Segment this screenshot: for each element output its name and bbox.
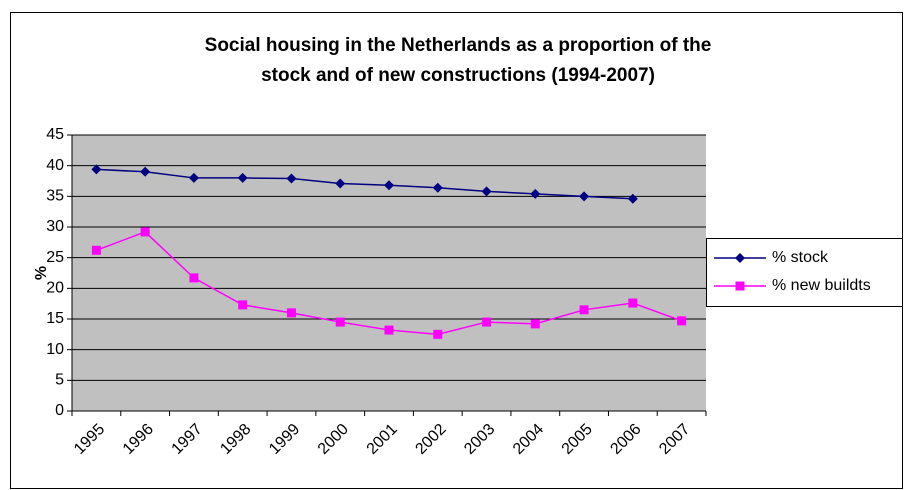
legend-label: % stock bbox=[772, 249, 829, 266]
marker bbox=[140, 166, 151, 177]
marker bbox=[91, 245, 101, 255]
marker bbox=[432, 182, 443, 193]
y-tick-label: 25 bbox=[46, 249, 64, 266]
y-tick-label: 35 bbox=[46, 188, 64, 205]
y-tick-label: 45 bbox=[46, 126, 64, 143]
legend bbox=[706, 238, 903, 307]
marker bbox=[530, 319, 540, 329]
marker bbox=[237, 172, 248, 183]
chart-title: stock and of new constructions (1994-200… bbox=[261, 65, 655, 86]
y-tick-label: 40 bbox=[46, 157, 64, 174]
marker bbox=[481, 186, 492, 197]
legend-label: % new buildts bbox=[772, 277, 871, 294]
y-tick-label: 30 bbox=[46, 218, 64, 235]
y-tick-label: 15 bbox=[46, 310, 64, 327]
y-axis-label: % bbox=[33, 266, 50, 280]
y-tick-label: 5 bbox=[55, 372, 64, 389]
marker bbox=[482, 317, 492, 327]
marker bbox=[286, 173, 297, 184]
y-tick-label: 20 bbox=[46, 280, 64, 297]
y-tick-label: 0 bbox=[55, 402, 64, 419]
marker bbox=[335, 178, 346, 189]
marker bbox=[579, 305, 589, 315]
marker bbox=[627, 193, 638, 204]
marker bbox=[286, 308, 296, 318]
chart-title: Social housing in the Netherlands as a p… bbox=[205, 35, 712, 56]
marker bbox=[530, 188, 541, 199]
marker bbox=[677, 316, 687, 326]
marker bbox=[335, 317, 345, 327]
marker bbox=[579, 191, 590, 202]
marker bbox=[735, 281, 745, 291]
marker bbox=[735, 253, 745, 263]
plot-area bbox=[72, 135, 706, 411]
marker bbox=[628, 298, 638, 308]
series-line bbox=[96, 168, 633, 200]
marker bbox=[238, 300, 248, 310]
y-tick-label: 10 bbox=[46, 341, 64, 358]
marker bbox=[140, 227, 150, 237]
marker bbox=[91, 164, 102, 175]
marker bbox=[189, 273, 199, 283]
marker bbox=[384, 180, 394, 191]
marker bbox=[188, 172, 199, 183]
marker bbox=[433, 329, 443, 339]
marker bbox=[384, 325, 394, 335]
